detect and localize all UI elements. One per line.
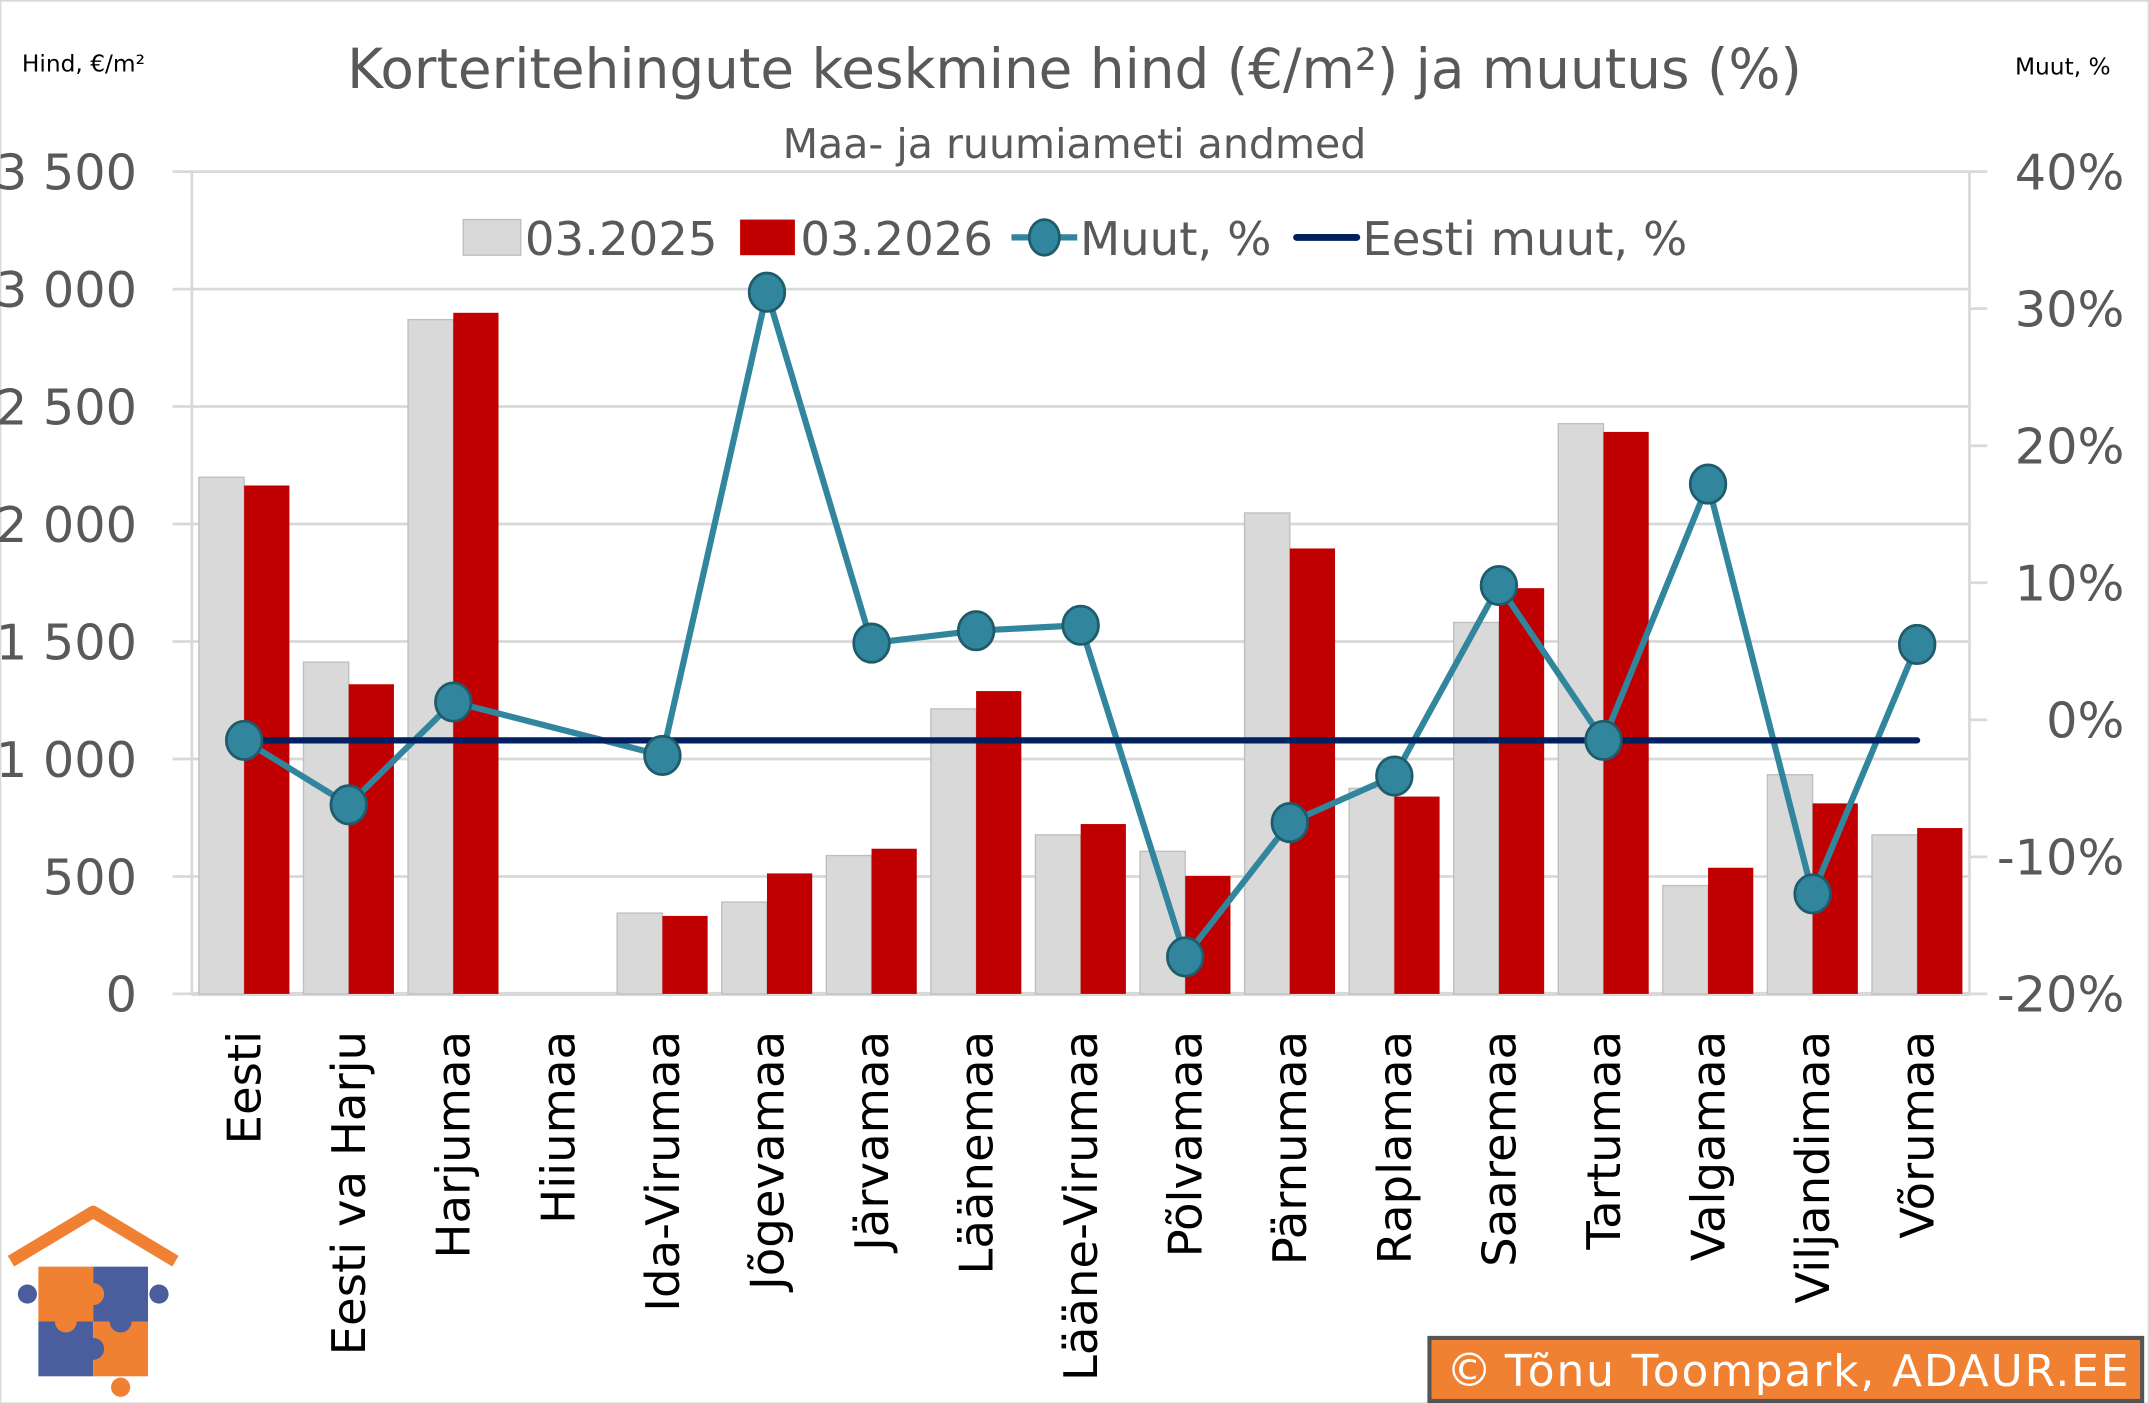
- right-tick-label: -10%: [1997, 829, 2124, 887]
- legend-label-muut: Muut, %: [1080, 212, 1271, 266]
- muut-marker: [852, 622, 891, 664]
- muut-marker: [329, 784, 368, 826]
- bar-03-2025: [1034, 834, 1082, 995]
- bar-03-2025: [1662, 884, 1709, 995]
- bar-03-2025: [1453, 621, 1500, 995]
- muut-marker: [1584, 719, 1623, 761]
- bar-03-2026: [1185, 875, 1231, 994]
- muut-marker: [1793, 873, 1832, 915]
- bar-03-2026: [766, 873, 813, 994]
- right-tick-label: 20%: [2015, 418, 2125, 476]
- bar-03-2026: [1080, 824, 1126, 994]
- bar-03-2025: [825, 854, 873, 995]
- bar-03-2026: [976, 691, 1022, 994]
- x-tick-label: Võrumaa: [1891, 1031, 1945, 1239]
- bar-03-2025: [616, 912, 664, 995]
- bar-03-2025: [930, 708, 977, 995]
- muut-marker: [747, 271, 787, 313]
- legend-swatch-03-2025: [462, 218, 522, 256]
- bar-03-2026: [1917, 828, 1963, 994]
- bar-03-2026: [348, 684, 394, 994]
- muut-marker: [643, 734, 682, 777]
- bar-03-2026: [1708, 867, 1754, 994]
- bar-03-2025: [1871, 834, 1918, 995]
- left-axis-title: Hind, €/m²: [22, 51, 145, 78]
- credit-text: Tõnu Toompark, ADAUR.EE: [1504, 1346, 2129, 1397]
- right-tick-label: 30%: [2015, 280, 2125, 338]
- bar-03-2026: [453, 312, 499, 994]
- muut-marker: [1375, 755, 1414, 797]
- x-tick-label: Järvamaa: [845, 1031, 899, 1254]
- legend-label-eesti-muut: Eesti muut, %: [1362, 212, 1687, 266]
- x-tick-label: Pärnumaa: [1263, 1031, 1317, 1265]
- muut-marker: [434, 681, 473, 723]
- muut-marker: [1897, 623, 1937, 665]
- right-tick-label: -20%: [1997, 966, 2124, 1024]
- x-tick-label: Ida-Virumaa: [636, 1031, 690, 1312]
- left-tick-label: 1 500: [0, 613, 137, 671]
- left-tick-label: 2 500: [0, 378, 137, 436]
- bar-03-2026: [662, 915, 708, 994]
- left-tick-label: 1 000: [0, 731, 137, 789]
- chart-subtitle: Maa- ja ruumiameti andmed: [783, 120, 1367, 168]
- x-tick-label: Raplamaa: [1368, 1031, 1422, 1264]
- legend-label-03-2026: 03.2026: [800, 212, 993, 266]
- x-tick-label: Valgamaa: [1681, 1031, 1735, 1261]
- left-tick-label: 500: [43, 848, 137, 906]
- right-tick-label: 10%: [2015, 555, 2125, 613]
- x-tick-label: Jõgevamaa: [740, 1031, 794, 1293]
- right-axis-title: Muut, %: [2015, 53, 2111, 80]
- x-tick-label: Saaremaa: [1472, 1031, 1526, 1267]
- x-tick-label: Eesti: [218, 1031, 272, 1145]
- x-tick-label: Tartumaa: [1577, 1031, 1631, 1251]
- bar-03-2026: [1289, 548, 1336, 994]
- bar-03-2025: [302, 661, 350, 995]
- copyright-symbol: ©: [1446, 1343, 1493, 1397]
- muut-marker: [224, 719, 264, 761]
- bar-03-2025: [1348, 787, 1396, 995]
- muut-marker: [1166, 936, 1205, 978]
- bar-03-2025: [407, 318, 454, 995]
- house-puzzle-logo: [7, 1205, 179, 1397]
- left-tick-label: 0: [106, 966, 137, 1024]
- muut-marker: [1479, 564, 1519, 607]
- x-tick-label: Hiiumaa: [531, 1031, 585, 1224]
- muut-marker: [1688, 463, 1728, 505]
- x-tick-label: Eesti va Harju: [322, 1031, 376, 1355]
- credit-box: © Tõnu Toompark, ADAUR.EE: [1427, 1335, 2145, 1404]
- bar-03-2026: [871, 848, 917, 994]
- bar-03-2026: [1498, 588, 1545, 994]
- left-tick-label: 3 500: [0, 143, 137, 201]
- muut-line: [242, 289, 1921, 961]
- left-tick-label: 2 000: [0, 496, 137, 554]
- bar-03-2025: [1243, 512, 1291, 995]
- right-tick-label: 40%: [2015, 143, 2125, 201]
- muut-marker: [1061, 604, 1100, 646]
- x-tick-label: Põlvamaa: [1159, 1031, 1213, 1257]
- bar-03-2026: [1394, 796, 1440, 994]
- chart-title: Korteritehingute keskmine hind (€/m²) ja…: [347, 37, 1802, 101]
- x-tick-label: Harjumaa: [427, 1031, 481, 1259]
- legend: 03.2025 03.2026 Muut, % Eesti muut, %: [462, 212, 1687, 266]
- muut-marker: [956, 610, 996, 652]
- legend-label-03-2025: 03.2025: [525, 212, 718, 266]
- bar-03-2025: [721, 901, 768, 995]
- x-tick-label: Viljandimaa: [1786, 1031, 1840, 1304]
- bar-03-2026: [1603, 431, 1649, 994]
- muut-marker: [1270, 802, 1309, 844]
- x-tick-label: Läänemaa: [950, 1031, 1004, 1275]
- right-tick-label: 0%: [2046, 692, 2124, 750]
- left-tick-label: 3 000: [0, 261, 137, 319]
- legend-marker-muut: [1027, 218, 1061, 257]
- x-tick-label: Lääne-Virumaa: [1054, 1031, 1108, 1381]
- legend-swatch-03-2026: [740, 219, 795, 256]
